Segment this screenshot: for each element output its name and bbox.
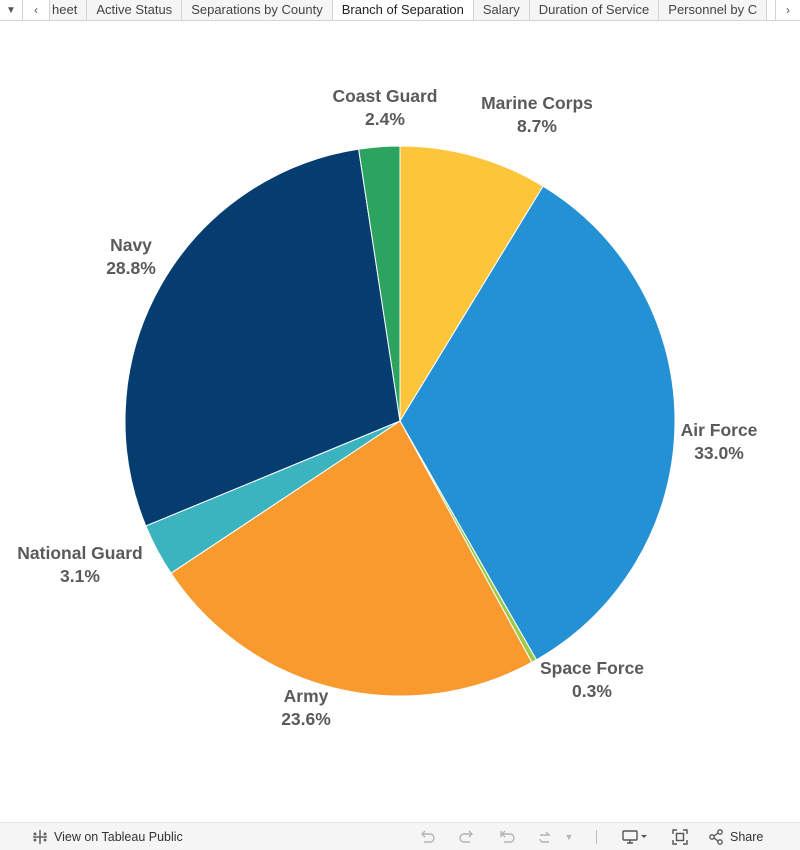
pie-slice-army[interactable] — [170, 420, 533, 697]
sheet-tab-bar: ▼ ‹ heet Active Status Separations by Co… — [0, 0, 800, 21]
share-label: Share — [730, 829, 764, 844]
view-on-tableau-label: View on Tableau Public — [54, 829, 183, 844]
redo-button[interactable] — [456, 823, 478, 850]
pie-labels: Marine Corps 8.7% Air Force 33.0% Space Forc… — [17, 86, 757, 729]
tab-prev-button[interactable]: ‹ — [23, 0, 50, 20]
tab-personnel-by-county[interactable]: Personnel by C — [659, 0, 768, 20]
slice-value-coast-guard: 2.4% — [365, 109, 405, 129]
revert-button[interactable] — [496, 823, 518, 850]
tab-list: heet Active Status Separations by County… — [50, 0, 800, 20]
undo-button[interactable] — [416, 823, 438, 850]
fullscreen-button[interactable] — [668, 823, 692, 850]
refresh-icon — [539, 831, 551, 843]
tab-branch-of-separation[interactable]: Branch of Separation — [332, 0, 474, 20]
revert-icon — [500, 830, 515, 843]
pie-slice-navy[interactable] — [124, 148, 401, 527]
tab-salary[interactable]: Salary — [473, 0, 530, 20]
caret-down-icon: ▼ — [6, 4, 16, 16]
download-icon — [622, 829, 647, 844]
slice-label-coast-guard: Coast Guard — [332, 86, 437, 106]
tab-menu-button[interactable]: ▼ — [0, 0, 23, 20]
tableau-logo-icon — [32, 829, 48, 845]
branch-pie-chart: Marine Corps 8.7% Air Force 33.0% Space Forc… — [17, 86, 757, 729]
viz-toolbar: View on Tableau Public ▼ Share — [0, 822, 800, 850]
slice-label-army: Army — [284, 686, 329, 706]
toolbar-separator — [596, 830, 597, 844]
slice-value-national-guard: 3.1% — [60, 566, 100, 586]
refresh-button[interactable] — [534, 823, 556, 850]
pause-dropdown-button[interactable]: ▼ — [562, 823, 576, 850]
slice-label-national-guard: National Guard — [17, 543, 142, 563]
tab-next-button[interactable]: › — [775, 0, 800, 20]
tab-duration-of-service[interactable]: Duration of Service — [529, 0, 660, 20]
share-button[interactable]: Share — [708, 823, 770, 850]
redo-icon — [459, 830, 473, 843]
pie-slice-air-force[interactable] — [399, 185, 676, 661]
tab-sheet[interactable]: heet — [50, 0, 88, 20]
slice-label-marine-corps: Marine Corps — [481, 93, 593, 113]
pie-slices — [124, 145, 676, 697]
chevron-left-icon: ‹ — [34, 3, 38, 17]
view-on-tableau-link[interactable]: View on Tableau Public — [32, 823, 183, 850]
slice-value-space-force: 0.3% — [572, 681, 612, 701]
slice-label-air-force: Air Force — [681, 420, 758, 440]
slice-label-space-force: Space Force — [540, 658, 644, 678]
tab-separations-by-county[interactable]: Separations by County — [182, 0, 333, 20]
slice-value-army: 23.6% — [281, 709, 331, 729]
undo-icon — [421, 830, 435, 843]
tab-active-status[interactable]: Active Status — [87, 0, 183, 20]
pause-dropdown-icon: ▼ — [564, 831, 574, 842]
slice-value-marine-corps: 8.7% — [517, 116, 557, 136]
slice-label-navy: Navy — [110, 235, 152, 255]
slice-value-navy: 28.8% — [106, 258, 156, 278]
slice-value-air-force: 33.0% — [694, 443, 744, 463]
fullscreen-icon — [672, 828, 688, 845]
pie-slice-marine-corps[interactable] — [399, 145, 544, 423]
chevron-right-icon: › — [786, 3, 790, 17]
share-icon — [709, 828, 723, 845]
download-button[interactable] — [618, 823, 652, 850]
pie-slice-coast-guard[interactable] — [358, 145, 401, 422]
